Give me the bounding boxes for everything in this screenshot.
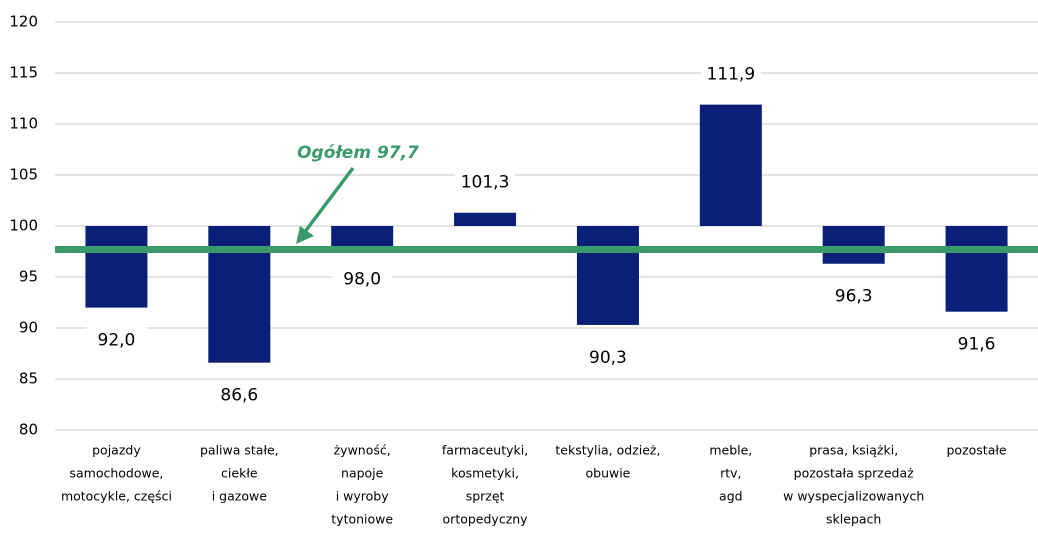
x-tick-label: tytoniowe <box>331 512 393 527</box>
x-tick-label: i wyroby <box>336 489 390 504</box>
x-tick-label: sklepach <box>826 512 881 527</box>
x-tick-label: meble, <box>709 443 752 458</box>
value-label-bg <box>700 61 761 88</box>
x-tick-label: ortopedyczny <box>443 512 529 527</box>
annotation: Ogółem 97,7 <box>297 143 419 163</box>
value-label-bg <box>332 266 393 293</box>
value-label-bg <box>86 327 147 354</box>
x-tick-label: ciekłe <box>221 466 258 481</box>
x-tick-label: i gazowe <box>212 489 267 504</box>
x-tick-label: pojazdy <box>92 443 141 458</box>
bar <box>945 226 1008 312</box>
value-label: 98,0 <box>343 269 381 289</box>
annotation-arrow <box>302 166 355 235</box>
x-tick-label: farmaceutyki, <box>442 443 528 458</box>
y-tick-label: 85 <box>19 370 38 388</box>
value-label-bg <box>455 169 516 196</box>
x-tick-label: tekstylia, odzież, <box>555 443 660 458</box>
bar <box>699 104 762 226</box>
x-tick-label: paliwa stałe, <box>200 443 279 458</box>
x-tick-label: żywność, <box>334 443 391 458</box>
y-tick-label: 100 <box>9 217 38 235</box>
x-tick-label: kosmetyki, <box>451 466 519 481</box>
x-tick-label: prasa, książki, <box>809 443 898 458</box>
y-tick-label: 120 <box>9 13 38 31</box>
value-label: 92,0 <box>98 331 136 351</box>
value-label-bg <box>209 382 270 409</box>
x-tick-label: agd <box>719 489 743 504</box>
value-label: 111,9 <box>706 65 755 85</box>
bar <box>576 226 639 325</box>
value-label-bg <box>946 331 1007 358</box>
value-label-bg <box>823 283 884 310</box>
arrow-head <box>296 226 314 244</box>
x-tick-label: w wyspecjalizowanych <box>783 489 924 504</box>
y-tick-label: 80 <box>19 421 38 439</box>
bar <box>454 212 517 226</box>
x-tick-label: samochodowe, <box>69 466 163 481</box>
bar <box>85 226 148 308</box>
y-tick-label: 110 <box>9 115 38 133</box>
y-tick-label: 115 <box>9 64 38 82</box>
x-tick-label: motocykle, części <box>61 489 172 504</box>
y-tick-label: 105 <box>9 166 38 184</box>
x-tick-label: rtv, <box>720 466 741 481</box>
x-tick-label: napoje <box>341 466 384 481</box>
x-tick-label: obuwie <box>585 466 630 481</box>
bar <box>331 226 394 247</box>
y-tick-label: 90 <box>19 319 38 337</box>
x-tick-label: sprzęt <box>466 489 505 504</box>
value-label: 90,3 <box>589 348 627 368</box>
value-label: 91,6 <box>958 335 996 355</box>
x-tick-label: pozostałe <box>947 443 1007 458</box>
x-tick-label: pozostała sprzedaż <box>794 466 914 481</box>
bar <box>822 226 885 264</box>
y-tick-label: 95 <box>19 268 38 286</box>
value-label: 101,3 <box>461 173 510 193</box>
value-label: 96,3 <box>835 287 873 307</box>
value-label-bg <box>577 344 638 371</box>
value-label: 86,6 <box>220 386 258 406</box>
